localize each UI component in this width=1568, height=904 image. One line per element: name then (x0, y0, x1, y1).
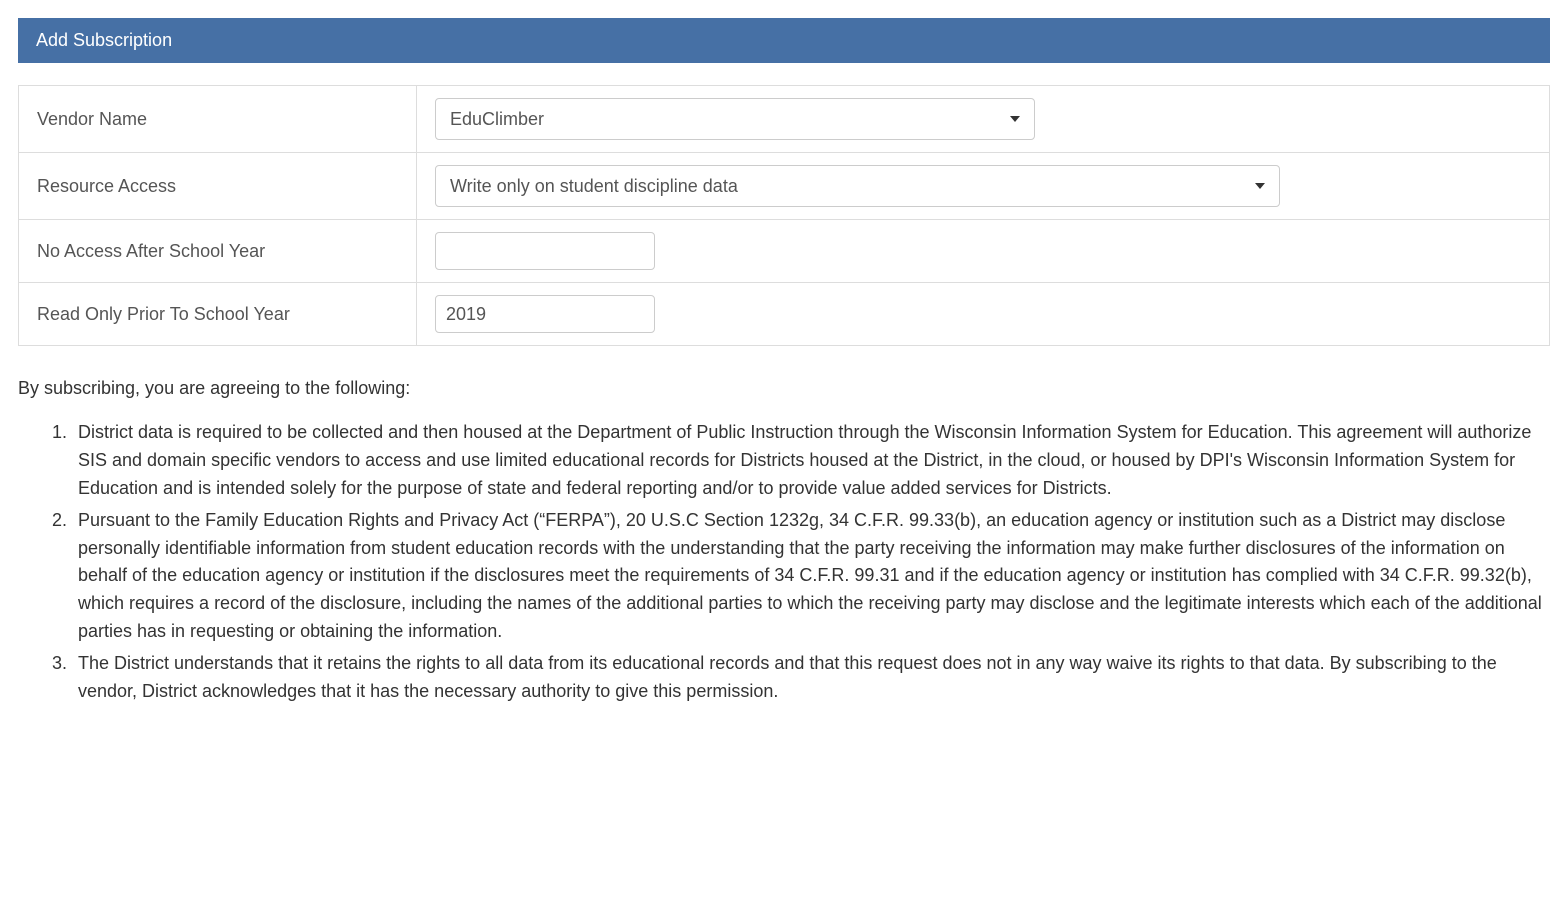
resource-access-value: Write only on student discipline data (450, 176, 738, 197)
no-access-after-input[interactable] (435, 232, 655, 270)
agreement-item: District data is required to be collecte… (72, 419, 1550, 503)
form-row-read-only-prior: Read Only Prior To School Year (19, 283, 1550, 346)
form-row-vendor-name: Vendor Name EduClimber (19, 86, 1550, 153)
form-row-no-access-after: No Access After School Year (19, 220, 1550, 283)
resource-access-select[interactable]: Write only on student discipline data (435, 165, 1280, 207)
vendor-name-value: EduClimber (450, 109, 544, 130)
chevron-down-icon (1010, 116, 1020, 122)
agreement-intro: By subscribing, you are agreeing to the … (18, 378, 1550, 399)
panel-title: Add Subscription (36, 30, 172, 50)
form-row-resource-access: Resource Access Write only on student di… (19, 153, 1550, 220)
cell-read-only-prior (417, 283, 1550, 346)
vendor-name-select[interactable]: EduClimber (435, 98, 1035, 140)
cell-vendor-name: EduClimber (417, 86, 1550, 153)
read-only-prior-input[interactable] (435, 295, 655, 333)
cell-no-access-after (417, 220, 1550, 283)
add-subscription-panel: Add Subscription Vendor Name EduClimber … (0, 0, 1568, 728)
subscription-form-table: Vendor Name EduClimber Resource Access W… (18, 85, 1550, 346)
label-read-only-prior: Read Only Prior To School Year (19, 283, 417, 346)
panel-header: Add Subscription (18, 18, 1550, 63)
agreement-item: The District understands that it retains… (72, 650, 1550, 706)
agreement-item: Pursuant to the Family Education Rights … (72, 507, 1550, 646)
cell-resource-access: Write only on student discipline data (417, 153, 1550, 220)
chevron-down-icon (1255, 183, 1265, 189)
agreement-list: District data is required to be collecte… (18, 419, 1550, 706)
label-vendor-name: Vendor Name (19, 86, 417, 153)
label-resource-access: Resource Access (19, 153, 417, 220)
label-no-access-after: No Access After School Year (19, 220, 417, 283)
